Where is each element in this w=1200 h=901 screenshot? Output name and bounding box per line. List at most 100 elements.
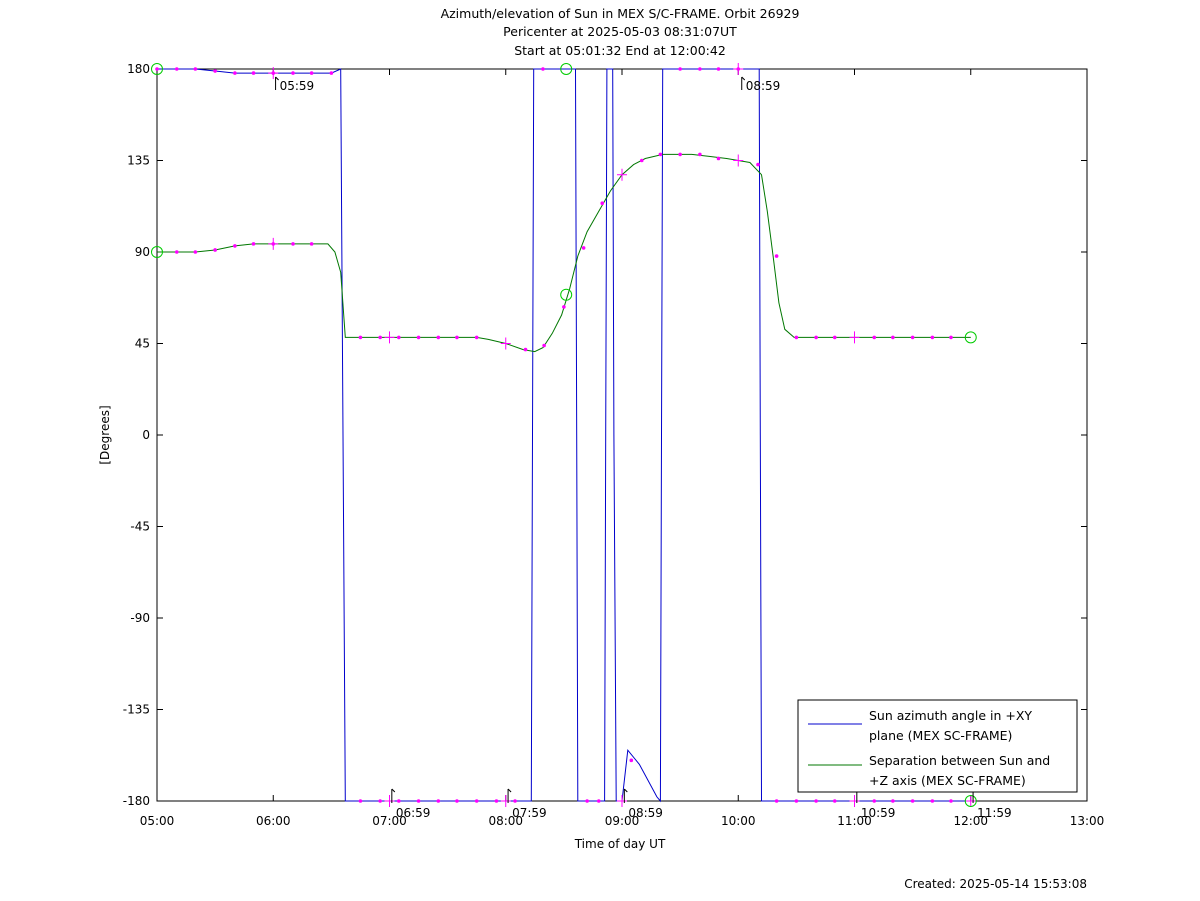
time-annotation: 05:59 (275, 76, 314, 93)
data-point-marker (397, 335, 401, 340)
data-point-marker (233, 244, 237, 248)
data-point-marker (949, 799, 953, 803)
event-circle-marker (560, 63, 573, 75)
data-point-marker (155, 67, 159, 71)
y-tick-label: 90 (135, 245, 150, 259)
legend-label-azimuth-line-2: plane (MEX SC-FRAME) (869, 728, 1012, 743)
time-annotation: 10:59 (856, 788, 896, 820)
data-point-marker (309, 71, 314, 75)
y-tick-label: 180 (127, 62, 150, 76)
chart-title-line-3: Start at 05:01:32 End at 12:00:42 (514, 43, 726, 58)
series-line-separation (157, 153, 971, 353)
data-point-marker (436, 799, 441, 803)
data-point-marker (309, 242, 314, 246)
y-tick-label: 0 (142, 428, 150, 442)
time-annotation-label: 10:59 (861, 806, 896, 820)
data-point-marker (174, 67, 179, 71)
data-point-marker (814, 799, 818, 803)
data-point-marker (756, 162, 760, 167)
data-point-marker (891, 335, 895, 340)
event-circle-marker (151, 63, 163, 75)
y-axis-label: [Degrees] (98, 405, 112, 464)
time-annotation-label: 06:59 (396, 806, 431, 820)
data-point-marker (832, 335, 837, 340)
event-circle-marker (964, 331, 977, 344)
data-point-marker (678, 67, 682, 71)
hour-cross-marker (617, 168, 627, 181)
data-point-marker (629, 758, 634, 763)
time-annotation: 06:59 (391, 788, 431, 820)
hour-cross-marker (384, 795, 395, 807)
data-point-marker (562, 305, 566, 309)
event-circle-marker (964, 795, 977, 807)
created-timestamp: Created: 2025-05-14 15:53:08 (904, 877, 1087, 891)
series-line-azimuth (157, 68, 971, 803)
time-annotation: 08:59 (623, 788, 663, 820)
data-point-marker (397, 799, 401, 803)
data-point-marker (639, 158, 644, 163)
event-circle-marker (151, 246, 163, 258)
hour-cross-marker (965, 795, 976, 807)
data-point-marker (716, 67, 721, 71)
data-point-marker (213, 69, 217, 73)
data-point-marker (523, 347, 528, 352)
data-point-marker (832, 799, 837, 803)
time-annotation-label: 08:59 (746, 79, 781, 93)
data-point-marker (291, 71, 295, 75)
data-markers (151, 63, 977, 807)
data-point-marker (596, 799, 601, 803)
y-axis: 180 135 90 45 0 -45 -90 -135 -180 (123, 62, 1087, 808)
data-point-marker (455, 335, 459, 340)
hour-cross-marker (733, 154, 744, 167)
hour-cross-marker (268, 237, 279, 250)
data-point-marker (698, 152, 702, 157)
data-point-marker (358, 799, 363, 803)
x-tick-label: 08:00 (488, 814, 523, 828)
legend-label-separation-line-1: Separation between Sun and (869, 753, 1050, 768)
data-point-marker (416, 335, 421, 340)
data-point-marker (581, 246, 586, 250)
hour-cross-marker (617, 795, 627, 807)
data-point-marker (474, 335, 479, 340)
hour-cross-marker (500, 795, 511, 807)
data-point-marker (474, 799, 479, 803)
y-tick-label: -45 (130, 520, 150, 534)
data-point-marker (378, 799, 383, 803)
data-point-marker (930, 335, 935, 340)
y-tick-label: -135 (123, 703, 150, 717)
data-point-marker (910, 335, 915, 340)
data-point-marker (930, 799, 935, 803)
data-point-marker (872, 335, 877, 340)
time-annotation: 07:59 (507, 788, 547, 820)
data-point-marker (678, 152, 682, 157)
x-tick-label: 11:00 (837, 814, 872, 828)
hour-cross-marker (268, 67, 279, 80)
data-point-marker (291, 242, 295, 246)
chart-title-line-2: Pericenter at 2025-05-03 08:31:07UT (503, 24, 737, 39)
x-tick-label: 05:00 (140, 814, 175, 828)
legend-box (797, 699, 1078, 793)
hour-cross-marker (849, 331, 860, 344)
data-point-marker (774, 799, 779, 803)
data-point-marker (436, 335, 441, 340)
data-point-marker (358, 335, 363, 340)
time-annotation-label: 07:59 (512, 806, 547, 820)
y-tick-label: 45 (135, 337, 150, 351)
data-point-marker (213, 248, 217, 252)
hour-cross-marker (733, 63, 744, 75)
data-point-marker (814, 335, 818, 340)
legend-label-azimuth-line-1: Sun azimuth angle in +XY (869, 708, 1032, 723)
data-point-marker (716, 156, 721, 161)
y-tick-label: -90 (130, 611, 150, 625)
data-point-marker (193, 67, 198, 71)
data-point-marker (233, 71, 237, 75)
time-annotation-label: 11:59 (977, 806, 1012, 820)
data-point-marker (542, 343, 546, 348)
legend-label-separation-line-2: +Z axis (MEX SC-FRAME) (869, 773, 1026, 788)
data-point-marker (698, 67, 702, 71)
x-tick-label: 07:00 (372, 814, 407, 828)
data-point-marker (378, 335, 383, 340)
data-point-marker (513, 799, 517, 803)
time-annotation: 11:59 (972, 788, 1012, 820)
series-lines (157, 68, 971, 803)
